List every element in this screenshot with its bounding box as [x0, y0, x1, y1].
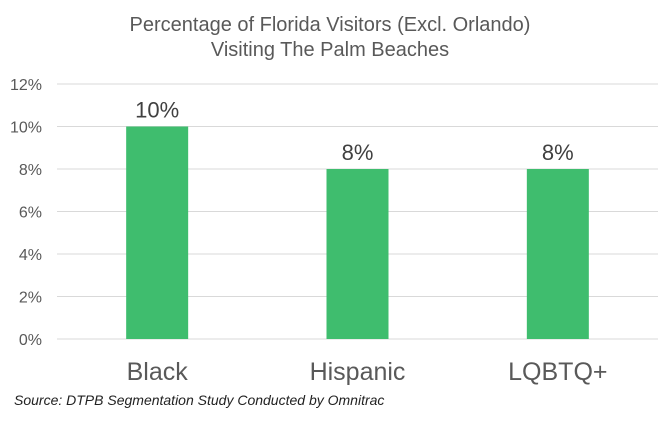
data-label: 10% — [135, 98, 179, 123]
bar-lqbtq — [526, 169, 589, 339]
y-axis-tick-labels: 0% 2% 4% 6% 8% 10% 12% — [10, 77, 42, 349]
y-tick-label: 12% — [10, 77, 42, 94]
y-tick-label: 10% — [10, 120, 42, 137]
chart-title-line-1: Percentage of Florida Visitors (Excl. Or… — [130, 14, 531, 36]
y-tick-label: 6% — [19, 205, 42, 222]
data-label: 8% — [542, 140, 574, 165]
bars — [126, 126, 589, 339]
y-tick-label: 4% — [19, 247, 42, 264]
source-note: Source: DTPB Segmentation Study Conducte… — [14, 392, 385, 408]
y-tick-label: 8% — [19, 162, 42, 179]
x-tick-label: LQBTQ+ — [508, 358, 607, 386]
data-label: 8% — [342, 140, 374, 165]
x-axis-tick-labels: Black Hispanic LQBTQ+ — [127, 358, 608, 386]
bar-black — [126, 126, 189, 339]
chart-title-line-2: Visiting The Palm Beaches — [211, 39, 449, 61]
data-labels: 10% 8% 8% — [135, 98, 574, 166]
x-tick-label: Black — [127, 358, 189, 386]
bar-hispanic — [326, 169, 389, 339]
chart-title: Percentage of Florida Visitors (Excl. Or… — [130, 14, 531, 61]
x-tick-label: Hispanic — [310, 358, 406, 386]
y-tick-label: 0% — [19, 332, 42, 349]
y-tick-label: 2% — [19, 290, 42, 307]
